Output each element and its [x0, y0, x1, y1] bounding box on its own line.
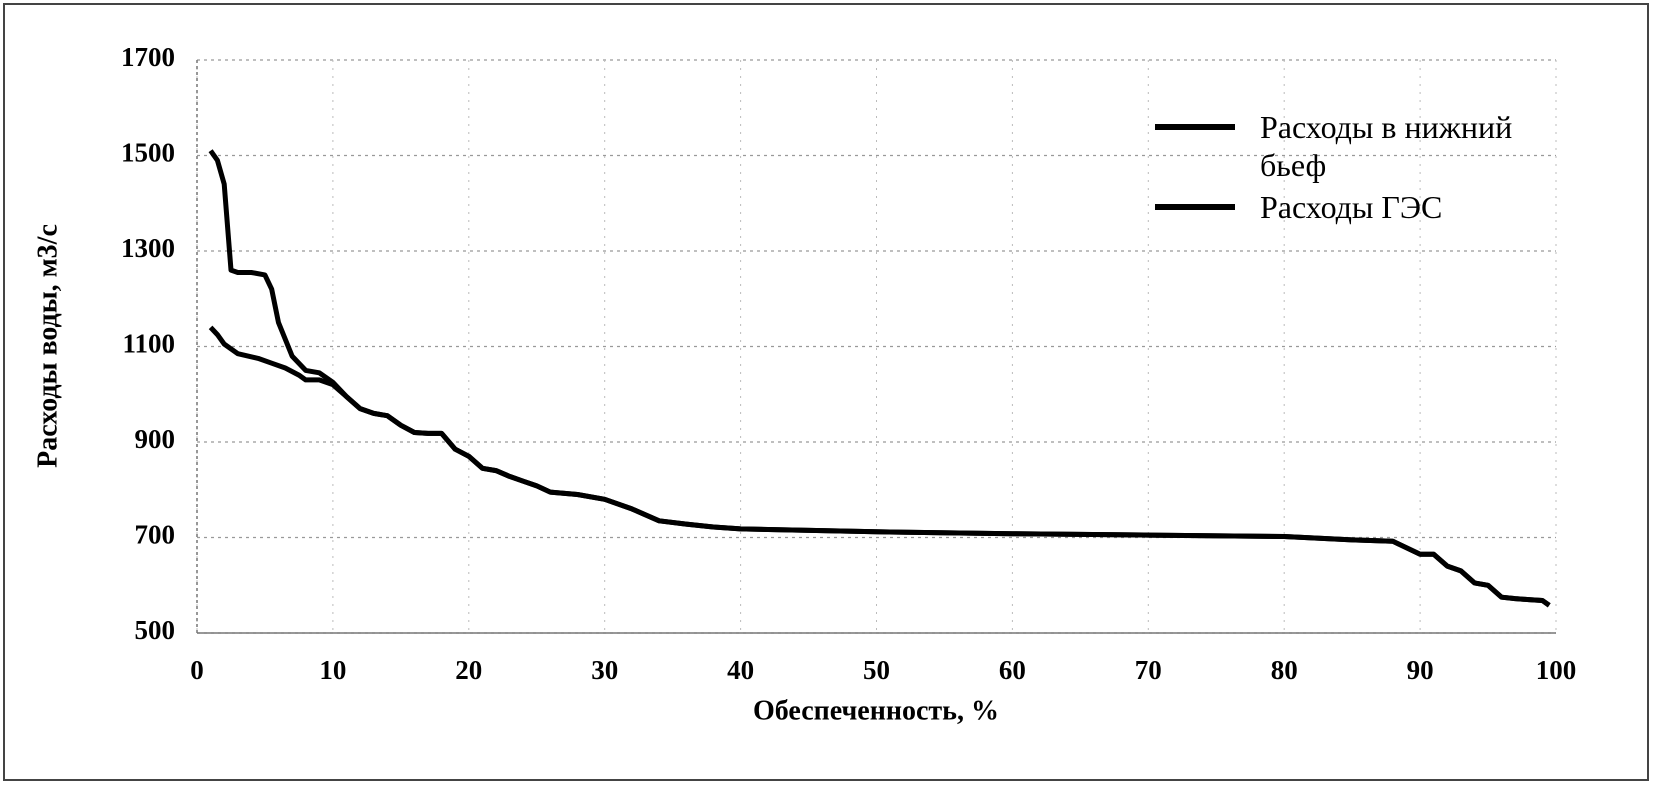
- legend-label: Расходы в нижний бьеф: [1260, 109, 1513, 183]
- y-tick-label: 500: [135, 615, 176, 645]
- legend-swatch: [1155, 124, 1235, 130]
- y-axis-title: Расходы воды, м3/с: [32, 224, 63, 468]
- data-line: [208, 325, 1551, 608]
- legend-swatch: [1155, 204, 1235, 210]
- x-tick-label: 70: [1135, 655, 1162, 685]
- x-axis-title: Обеспеченность, %: [753, 695, 999, 726]
- x-tick-label: 30: [591, 655, 618, 685]
- legend-item: Расходы в нижний бьеф: [1155, 108, 1575, 184]
- x-tick-label: 60: [999, 655, 1026, 685]
- x-tick-label: 100: [1536, 655, 1577, 685]
- x-tick-label: 50: [863, 655, 890, 685]
- y-tick-label: 1700: [121, 42, 175, 72]
- legend: Расходы в нижний бьеф Расходы ГЭС: [1155, 108, 1575, 230]
- x-tick-label: 0: [190, 655, 204, 685]
- x-tick-label: 80: [1271, 655, 1298, 685]
- y-tick-label: 700: [135, 520, 176, 550]
- x-tick-label: 10: [319, 655, 346, 685]
- x-tick-label: 90: [1407, 655, 1434, 685]
- legend-label: Расходы ГЭС: [1260, 189, 1443, 225]
- x-tick-label: 40: [727, 655, 754, 685]
- y-tick-label: 1100: [122, 329, 175, 359]
- legend-item: Расходы ГЭС: [1155, 188, 1575, 226]
- y-tick-label: 1300: [121, 233, 175, 263]
- x-tick-label: 20: [455, 655, 482, 685]
- frame: [3, 3, 1649, 781]
- y-tick-label: 1500: [121, 138, 175, 168]
- y-tick-label: 900: [135, 424, 176, 454]
